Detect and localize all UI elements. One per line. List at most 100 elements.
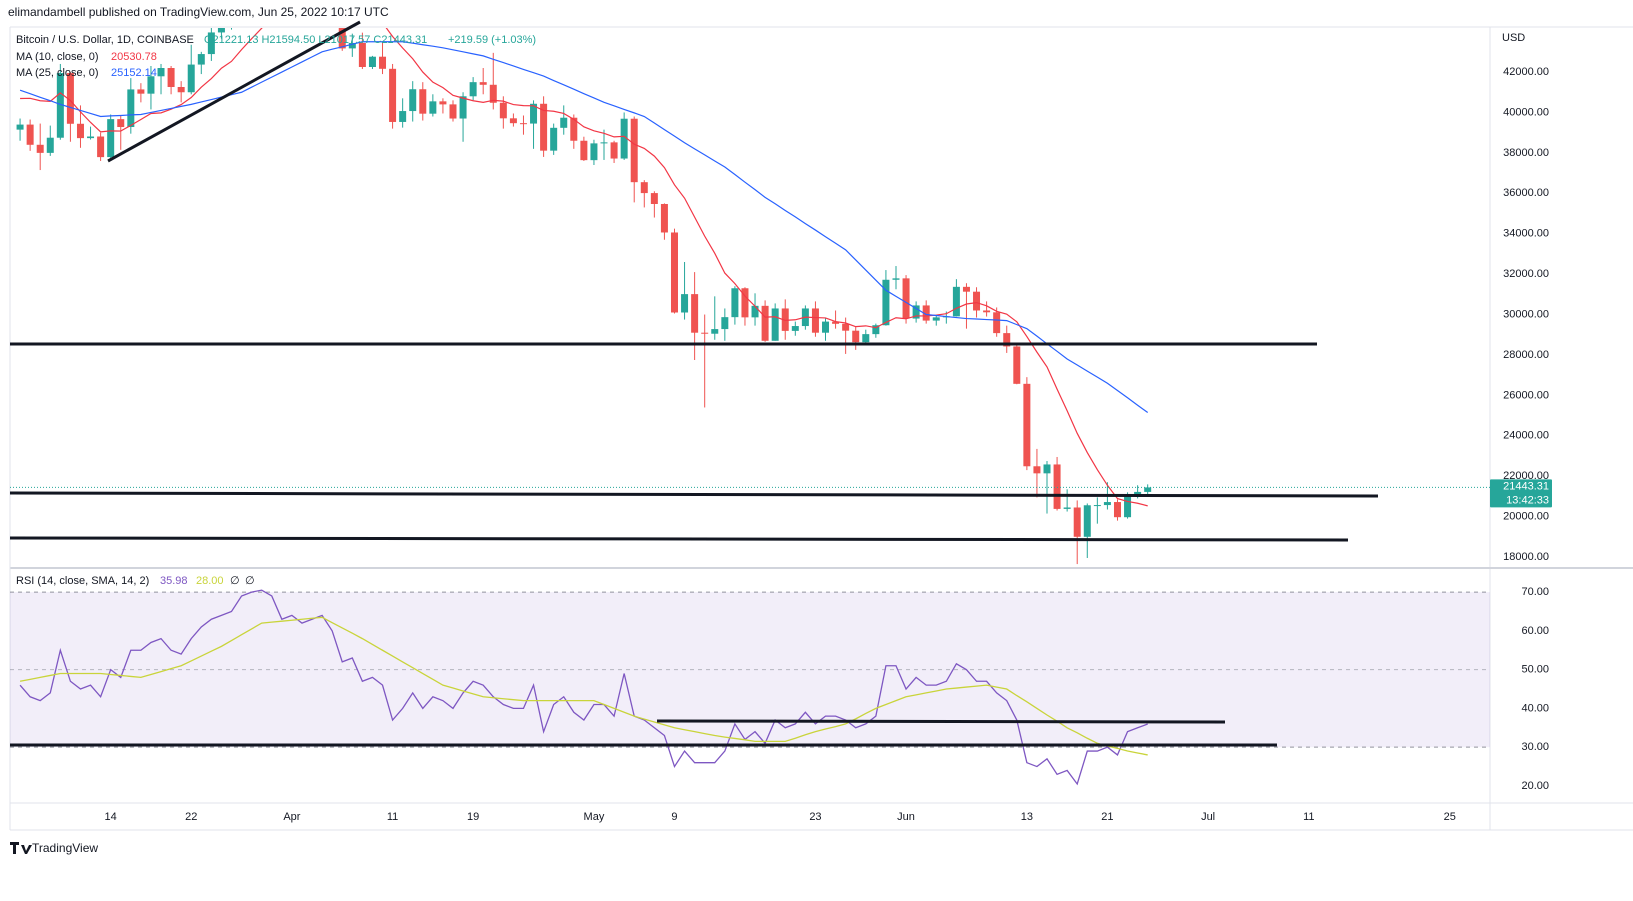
y-tick-label: 38000.00 <box>1503 147 1549 159</box>
y-tick-label: 28000.00 <box>1503 349 1549 361</box>
candle-body <box>489 84 497 103</box>
x-tick-label: 9 <box>671 811 677 823</box>
rsi-tick-label: 70.00 <box>1521 586 1549 598</box>
last-price-label: 21443.31 <box>1503 480 1549 492</box>
x-tick-label: 21 <box>1101 811 1113 823</box>
candle-body <box>1023 383 1031 467</box>
y-tick-label: 18000.00 <box>1503 551 1549 563</box>
candle-body <box>973 291 981 311</box>
candle-body <box>932 317 940 321</box>
y-tick-label: 22000.00 <box>1503 470 1549 482</box>
candle-body <box>16 124 24 130</box>
rsi-line <box>19 589 1148 786</box>
candle-body <box>1103 502 1111 506</box>
rsi-legend-value: 35.98 <box>160 575 188 587</box>
y-tick-label: 26000.00 <box>1503 389 1549 401</box>
last-price-box <box>1490 479 1552 508</box>
bar-countdown: 13:42:33 <box>1506 494 1549 506</box>
candle-body <box>560 117 568 128</box>
candle-body <box>56 73 64 138</box>
candle-body <box>207 32 215 55</box>
symbol-title: Bitcoin / U.S. Dollar, 1D, COINBASE <box>16 34 194 46</box>
y-tick-label: 24000.00 <box>1503 430 1549 442</box>
ohlc-values: O21221.13 H21594.50 L21017.57 C21443.31 <box>204 34 427 46</box>
legend: Bitcoin / U.S. Dollar, 1D, COINBASE O212… <box>16 32 1525 587</box>
candle-body <box>197 54 205 65</box>
y-tick-label: 20000.00 <box>1503 510 1549 522</box>
candle-body <box>882 279 890 326</box>
rsi-tick-label: 60.00 <box>1521 625 1549 637</box>
ma-legend: MA (10, close, 0) <box>16 51 99 63</box>
candle-body <box>590 143 598 161</box>
rsi-sma-value: 28.00 <box>196 575 224 587</box>
moving-average <box>20 28 1148 507</box>
candle-body <box>157 68 165 77</box>
footer: TradingView <box>10 841 98 855</box>
candle-body <box>721 317 729 330</box>
candle-body <box>127 89 135 128</box>
drawings <box>9 20 1379 747</box>
candle-body <box>368 56 376 67</box>
candle-body <box>791 326 799 331</box>
candle-body <box>46 137 54 153</box>
candle-body <box>449 104 457 119</box>
y-tick-label: 42000.00 <box>1503 66 1549 78</box>
candle-body <box>409 89 417 112</box>
candle-body <box>177 87 185 93</box>
candle-body <box>630 118 638 183</box>
x-tick-label: 25 <box>1444 811 1456 823</box>
candle-body <box>479 82 487 85</box>
candle-body <box>217 28 225 33</box>
candle-body <box>76 123 84 139</box>
axes: 18000.00 20000.00 22000.00 24000.00 26000.00… <box>105 66 1552 823</box>
x-tick-label: 11 <box>387 811 398 823</box>
rsi-tick-label: 40.00 <box>1521 702 1549 714</box>
candle-body <box>1043 464 1051 474</box>
candle-body <box>822 321 830 333</box>
rsi-extra: ∅ <box>230 575 240 587</box>
candle-body <box>620 118 628 159</box>
x-tick-label: 11 <box>1303 811 1314 823</box>
candle-body <box>530 103 538 124</box>
candle-body <box>137 89 145 94</box>
candle-body <box>117 119 125 128</box>
candle-body <box>358 42 366 67</box>
candle-body <box>922 305 930 321</box>
x-tick-label: Jul <box>1201 811 1215 823</box>
candle-body <box>670 232 678 313</box>
x-tick-label: 22 <box>185 811 197 823</box>
rsi-line-drawing <box>656 719 1226 724</box>
candle-body <box>87 136 95 139</box>
candle-body <box>429 101 437 114</box>
candle-body <box>962 286 970 292</box>
rsi-tick-label: 20.00 <box>1521 780 1549 792</box>
candle-body <box>650 193 658 204</box>
publisher-note: elimandambell published on TradingView.c… <box>8 5 389 19</box>
candle-body <box>399 111 407 122</box>
price-change: +219.59 (+1.03%) <box>448 34 536 46</box>
candle-body <box>610 142 618 159</box>
x-tick-label: Jun <box>897 811 915 823</box>
candle-body <box>771 308 779 341</box>
candle-body <box>439 101 447 105</box>
candle-body <box>852 330 860 343</box>
candle-body <box>872 325 880 335</box>
candle-body <box>519 123 527 125</box>
candle-body <box>711 329 719 334</box>
candle-body <box>187 64 195 93</box>
candle-body <box>26 124 34 145</box>
x-tick-label: Apr <box>283 811 300 823</box>
candle-body <box>1033 466 1041 474</box>
candle-body <box>811 308 819 333</box>
candle-body <box>570 117 578 141</box>
brand-logo <box>10 842 32 854</box>
candle-body <box>1124 494 1132 518</box>
x-tick-label: 23 <box>809 811 821 823</box>
moving-average <box>19 41 1149 413</box>
candle-body <box>540 103 548 151</box>
support-line <box>9 536 1349 542</box>
rsi-tick-label: 30.00 <box>1521 741 1549 753</box>
candle-body <box>389 68 397 122</box>
candle-body <box>147 76 155 94</box>
